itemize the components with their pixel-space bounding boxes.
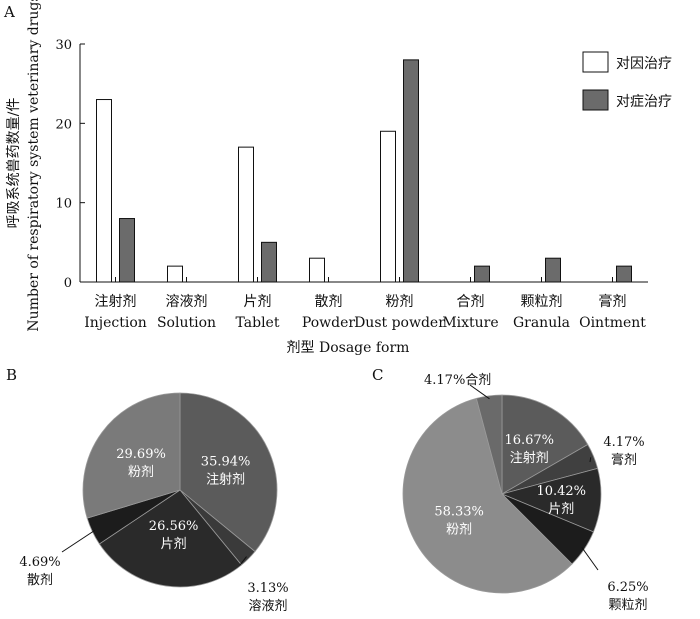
panel-label-b: B — [6, 366, 17, 384]
pie-slice — [82, 392, 181, 519]
legend-swatch — [582, 51, 609, 73]
pie-pct-label: 4.69% — [19, 555, 60, 570]
legend-label: 对因治疗 — [616, 56, 672, 72]
pie-label: 4.17%合剂 — [424, 373, 491, 388]
y-tick-label: 20 — [55, 117, 72, 132]
x-tick-label-en: Dust powder — [354, 315, 445, 331]
x-tick-label-zh: 粉剂 — [386, 294, 414, 310]
bar-symptomatic — [119, 218, 135, 283]
x-axis-title: 剂型 Dosage form — [287, 340, 410, 356]
x-tick-label-en: Tablet — [236, 315, 280, 331]
panel-label-a: A — [3, 3, 15, 21]
pie-pct-label: 10.42% — [536, 484, 586, 499]
pie-name-label: 粉剂 — [128, 465, 154, 480]
pie-name-label: 粉剂 — [446, 523, 472, 538]
bar-symptomatic — [474, 265, 490, 283]
pie-name-label: 散剂 — [27, 573, 53, 588]
pie-pct-label: 4.17% — [603, 435, 644, 450]
x-tick-label-zh: 注射剂 — [95, 294, 137, 310]
pie-name-label: 膏剂 — [611, 452, 637, 468]
bar-causal — [167, 265, 183, 283]
pie-pct-label: 35.94% — [201, 454, 251, 469]
x-tick-label-zh: 膏剂 — [599, 293, 627, 310]
x-tick-label-en: Granula — [513, 315, 570, 331]
bar-symptomatic — [616, 265, 632, 283]
x-tick-label-en: Solution — [157, 315, 216, 331]
bar-symptomatic — [261, 241, 277, 283]
pie-name-label: 注射剂 — [206, 471, 245, 487]
pie-leader-line — [61, 529, 96, 553]
legend-swatch — [582, 89, 609, 111]
x-tick-label-zh: 片剂 — [244, 294, 272, 310]
pie-slice — [98, 489, 243, 588]
pie-pct-label: 6.25% — [607, 580, 648, 595]
bar-symptomatic — [403, 59, 419, 283]
pie-name-label: 溶液剂 — [248, 599, 287, 614]
pie-pct-label: 29.69% — [116, 447, 166, 462]
bar-causal — [309, 257, 325, 283]
legend-label: 对症治疗 — [616, 94, 672, 110]
pie-slice — [179, 392, 278, 553]
x-tick-label-en: Ointment — [579, 315, 646, 331]
x-tick-label-zh: 颗粒剂 — [521, 294, 563, 310]
pie-leader-line — [469, 384, 490, 400]
bar-causal — [238, 146, 254, 283]
x-tick-label-zh: 散剂 — [315, 294, 343, 310]
pie-pct-label: 16.67% — [504, 433, 554, 448]
pie-name-label: 颗粒剂 — [608, 598, 647, 613]
pie-name-label: 片剂 — [161, 537, 187, 552]
pie-pct-label: 3.13% — [247, 581, 288, 596]
pie-slice — [475, 394, 503, 495]
pie-chart-b: 35.94% 注射剂 3.13% 溶液剂 26.56% 片剂 4.69% 散剂 29.69% 粉剂 — [19, 392, 289, 614]
bar-causal — [380, 130, 396, 283]
x-tick-label-en: Mixture — [442, 315, 498, 331]
bar-chart: 0 10 20 30 注射剂 Injection 溶液剂 Solution 片剂 Tablet 散剂… — [6, 0, 672, 356]
pie-chart-c: 16.67% 注射剂 4.17% 膏剂 10.42% 片剂 6.25% 颗粒剂 58.33% 粉剂… — [402, 373, 649, 613]
pie-name-label: 注射剂 — [510, 450, 549, 466]
y-tick-label: 30 — [55, 38, 72, 53]
pie-leader-line — [581, 547, 599, 571]
pie-name-label: 片剂 — [548, 502, 574, 517]
pie-slice — [501, 394, 589, 495]
pie-pct-label: 26.56% — [149, 519, 199, 534]
x-tick-label-en: Injection — [84, 315, 147, 331]
pie-slice — [402, 397, 573, 594]
bar-causal — [96, 99, 112, 283]
pie-leader-line — [239, 556, 247, 566]
panel-label-c: C — [372, 366, 383, 384]
y-tick-label: 0 — [64, 276, 72, 291]
y-tick-label: 10 — [55, 197, 72, 212]
y-axis-title-en: Number of respiratory system veterinary … — [26, 0, 42, 332]
pie-pct-label: 58.33% — [434, 505, 484, 520]
x-tick-label-zh: 溶液剂 — [166, 294, 208, 310]
y-axis-title-zh: 呼吸系统兽药数量/件 — [6, 98, 22, 229]
bar-symptomatic — [545, 257, 561, 283]
x-tick-label-zh: 合剂 — [457, 294, 485, 310]
x-tick-label-en: Powder — [302, 315, 356, 331]
pie-leader-line — [589, 457, 592, 463]
